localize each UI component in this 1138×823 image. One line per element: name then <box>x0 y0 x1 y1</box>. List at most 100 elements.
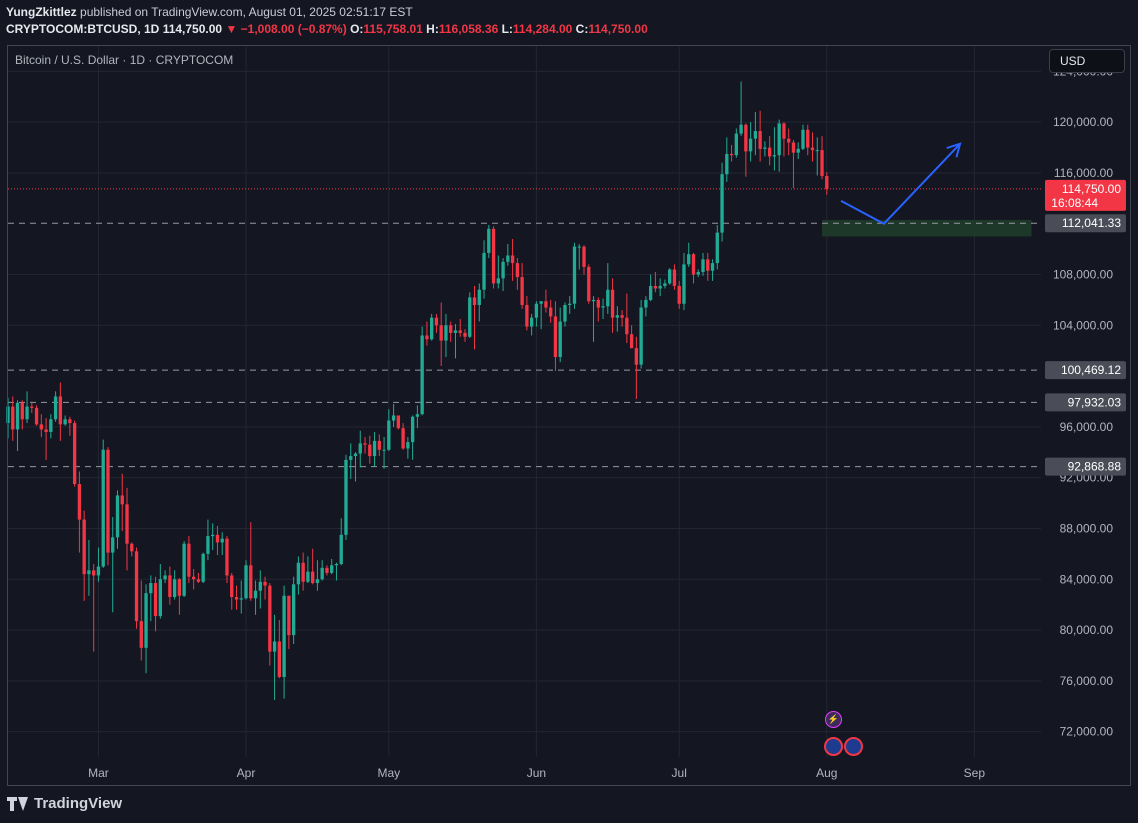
candle-body <box>382 449 386 451</box>
y-tick-label: 88,000.00 <box>1060 521 1114 535</box>
candle-body <box>748 138 753 152</box>
y-tick-label: 96,000.00 <box>1060 420 1114 434</box>
low-label: L: <box>501 22 513 36</box>
candle-body <box>58 396 63 425</box>
candle-body <box>187 543 191 577</box>
candle-body <box>615 315 619 318</box>
candle-body <box>168 575 172 598</box>
candle-body <box>806 129 810 148</box>
candle-body <box>282 595 286 678</box>
candle-body <box>725 153 729 175</box>
candle-body <box>610 289 615 318</box>
candle-body <box>501 261 505 279</box>
close-label: C: <box>575 22 589 36</box>
chart-frame <box>7 45 1131 786</box>
series-title: Bitcoin / U.S. Dollar · 1D · CRYPTOCOM <box>15 53 234 67</box>
candle-body <box>410 416 415 443</box>
candle-body <box>534 303 539 318</box>
candle-body <box>734 133 739 156</box>
candle-body <box>491 228 496 284</box>
candle-body <box>715 232 719 264</box>
candle-body <box>677 285 681 304</box>
y-tick-label: 120,000.00 <box>1053 115 1113 129</box>
candle-body <box>506 255 510 262</box>
candle-body <box>220 538 224 543</box>
candle-body <box>553 316 558 358</box>
candle-body <box>163 575 167 580</box>
candle-body <box>6 406 10 424</box>
currency-selector[interactable]: USD <box>1049 49 1125 73</box>
candle-body <box>744 124 748 152</box>
bar-countdown-label: 16:08:44 <box>1051 196 1098 210</box>
candle-body <box>196 579 201 582</box>
candle-body <box>315 579 320 584</box>
candle-body <box>134 551 139 622</box>
candle-body <box>244 565 248 599</box>
candle-body <box>468 297 472 337</box>
y-tick-label: 84,000.00 <box>1060 572 1114 586</box>
us-flag-event-icon[interactable] <box>824 737 843 756</box>
candle-body <box>401 428 405 449</box>
candle-body <box>420 335 424 415</box>
candle-body <box>696 271 700 275</box>
candle-body <box>87 570 91 575</box>
candle-body <box>20 402 24 420</box>
candle-body <box>458 330 462 333</box>
author-name[interactable]: YungZkittlez <box>6 5 77 19</box>
candle-body <box>63 419 67 425</box>
candle-body <box>720 174 724 233</box>
candle-body <box>377 440 381 450</box>
candle-body <box>320 567 324 580</box>
candle-body <box>68 419 72 424</box>
candle-body <box>449 325 453 333</box>
low-value: 114,284.00 <box>512 22 573 36</box>
candle-body <box>815 150 819 152</box>
candle-body <box>515 263 520 278</box>
candle-body <box>706 259 710 271</box>
tradingview-logo-icon <box>7 796 29 811</box>
ohlc-legend: CRYPTOCOM:BTCUSD, 1D 114,750.00 ▼ −1,008… <box>6 21 648 38</box>
candle-body <box>234 597 239 600</box>
candle-body <box>353 453 358 457</box>
candle-body <box>272 641 277 652</box>
candle-body <box>629 334 634 349</box>
current-price-tag <box>1045 179 1126 211</box>
candle-body <box>301 562 305 582</box>
high-label: H: <box>426 22 439 36</box>
candle-body <box>496 278 500 284</box>
lightning-event-icon[interactable]: ⚡ <box>825 711 842 728</box>
candle-body <box>596 299 600 308</box>
candle-body <box>239 598 243 600</box>
candle-body <box>648 285 653 300</box>
candle-body <box>249 565 253 599</box>
price-change: ▼ −1,008.00 (−0.87%) <box>225 22 347 36</box>
candle-body <box>11 406 15 430</box>
candle-body <box>591 299 596 302</box>
y-tick-label: 108,000.00 <box>1053 268 1113 282</box>
candle-body <box>358 443 362 454</box>
candle-body <box>211 534 215 537</box>
projection-arrowhead <box>946 142 962 158</box>
publish-info: published on TradingView.com, August 01,… <box>80 5 413 19</box>
candle-body <box>558 321 562 358</box>
tradingview-logo[interactable]: TradingView <box>7 795 122 812</box>
candle-body <box>453 330 458 333</box>
level-price-tag <box>1045 457 1126 476</box>
candle-body <box>434 317 439 326</box>
candle-body <box>44 429 48 432</box>
candle-body <box>582 246 586 267</box>
us-flag-event-icon[interactable] <box>844 737 863 756</box>
candle-body <box>772 155 777 157</box>
candle-body <box>653 285 658 289</box>
support-zone <box>822 219 1032 237</box>
x-tick-label: Apr <box>237 766 256 780</box>
candle-body <box>634 348 639 365</box>
candle-body <box>620 315 624 318</box>
candle-body <box>663 283 667 286</box>
candle-body <box>387 420 391 450</box>
candle-body <box>325 567 329 573</box>
candle-body <box>472 297 477 306</box>
y-tick-label: 104,000.00 <box>1053 318 1113 332</box>
candle-body <box>120 495 124 505</box>
